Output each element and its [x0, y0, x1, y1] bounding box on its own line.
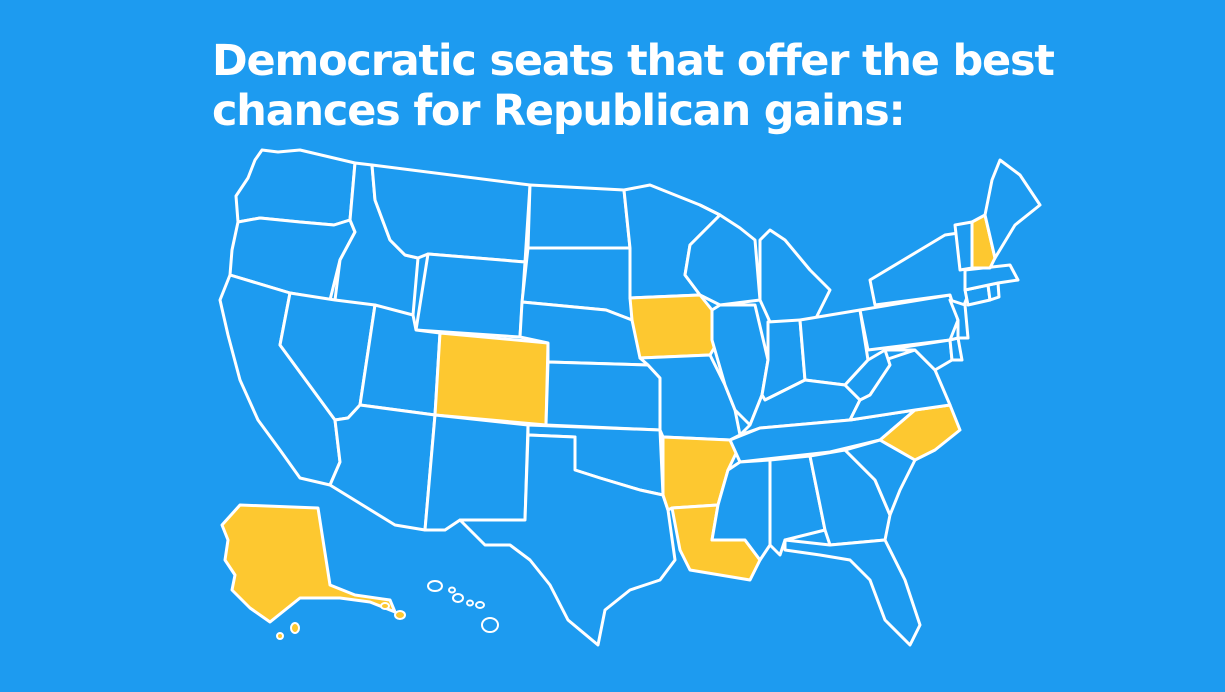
state-nh-highlighted: [970, 213, 997, 270]
hawaii-island: [427, 580, 443, 592]
state-nj: [948, 298, 970, 340]
hawaii-island: [481, 617, 499, 633]
title-line-2: chances for Republican gains:: [212, 86, 906, 136]
state-wa: [234, 148, 357, 227]
state-de: [948, 336, 964, 362]
state-fl: [783, 538, 922, 647]
state-ia-highlighted: [628, 293, 724, 360]
alaska-island: [290, 622, 300, 634]
state-ks: [544, 360, 662, 432]
state-wv: [843, 348, 892, 402]
state-nd: [526, 183, 632, 250]
alaska-island: [276, 632, 284, 640]
state-md: [883, 338, 954, 372]
states-layer: [218, 148, 1042, 647]
state-mt: [370, 163, 532, 264]
state-ma: [963, 263, 1020, 292]
state-me: [983, 158, 1042, 260]
state-az: [328, 403, 437, 532]
state-il: [710, 303, 770, 427]
state-tx: [458, 433, 677, 647]
title-line-1: Democratic seats that offer the best: [212, 36, 1055, 86]
hawaii-island: [448, 586, 456, 594]
hawaii-island: [475, 601, 485, 609]
state-ak-highlighted: [220, 503, 397, 624]
state-co-highlighted: [433, 331, 550, 427]
state-wy: [414, 252, 527, 339]
page-title: Democratic seats that offer the best cha…: [212, 36, 1112, 136]
alaska-island: [380, 602, 390, 610]
state-nm: [423, 413, 530, 532]
hawaii-island: [452, 593, 464, 603]
islands-layer: [276, 580, 499, 640]
state-mi: [758, 228, 832, 324]
alaska-island: [394, 610, 406, 620]
hawaii-island: [466, 599, 474, 607]
